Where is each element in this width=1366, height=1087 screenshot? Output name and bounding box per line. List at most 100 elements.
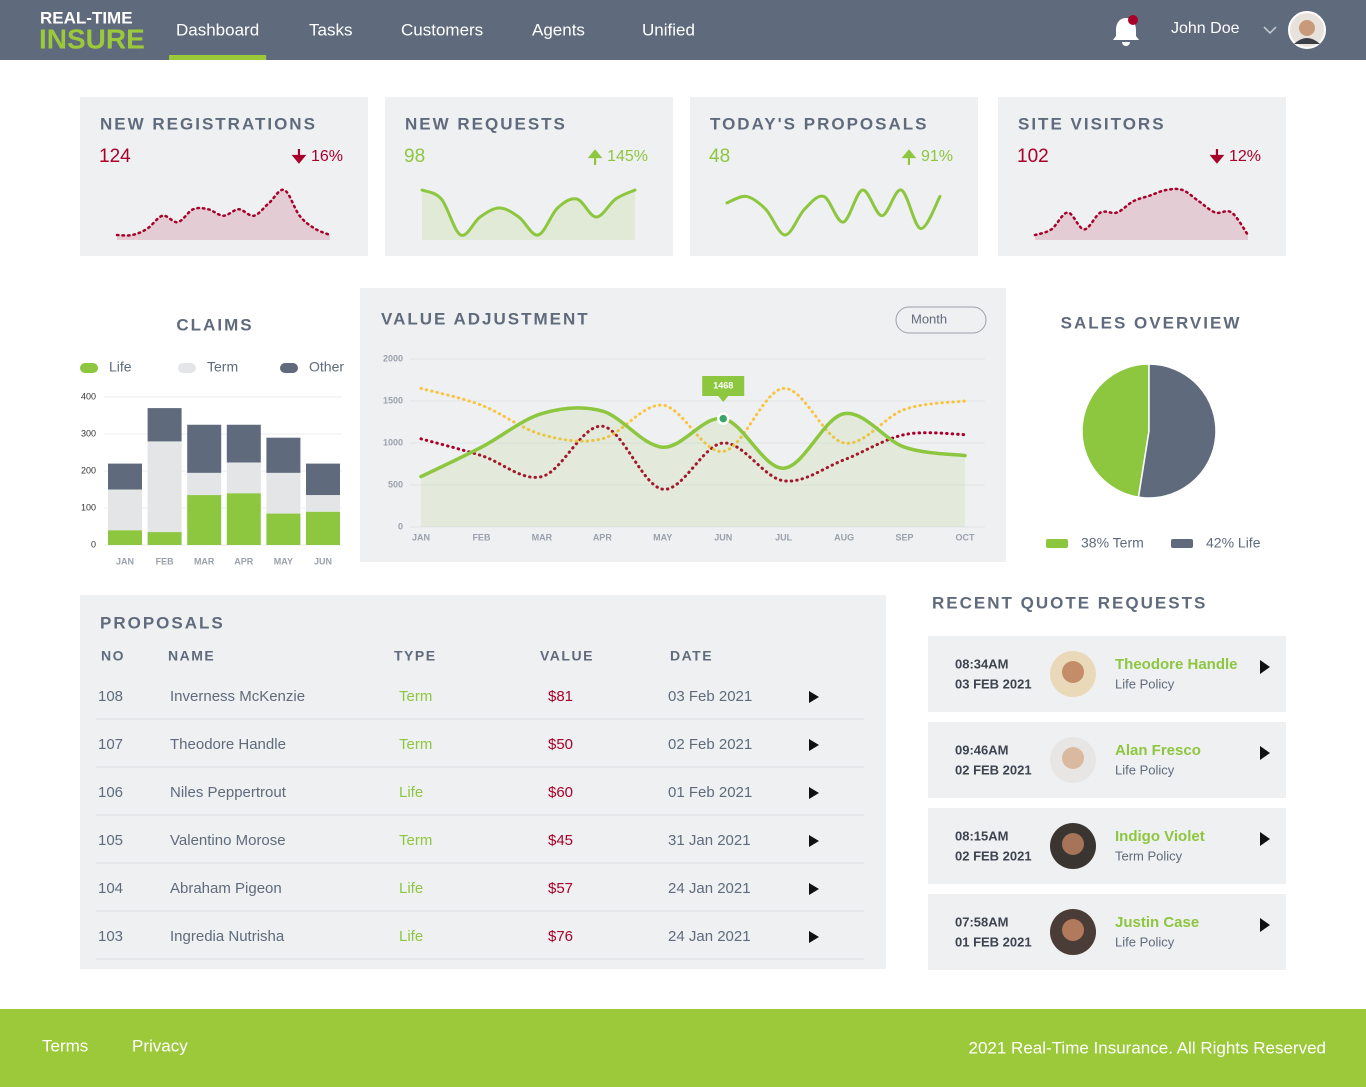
- brand-bottom: INSURE: [39, 23, 145, 54]
- period-select-label[interactable]: Month: [911, 311, 947, 326]
- row-open-arrow[interactable]: [809, 931, 819, 943]
- row-open-arrow[interactable]: [809, 835, 819, 847]
- table-cell: 106: [98, 784, 123, 801]
- table-cell: Life: [399, 928, 423, 945]
- annotation-box: [702, 376, 745, 396]
- stat-title: NEW REGISTRATIONS: [100, 114, 317, 133]
- nav-link[interactable]: Unified: [642, 20, 695, 39]
- legend-swatch: [178, 363, 196, 373]
- quote-card[interactable]: [928, 808, 1286, 884]
- bar-segment: [108, 489, 142, 531]
- column-header: VALUE: [540, 648, 594, 664]
- table-cell: $57: [548, 880, 573, 897]
- period-select[interactable]: [895, 306, 987, 334]
- legend-label: Other: [309, 359, 344, 375]
- sparkline: [1033, 187, 1250, 237]
- y-tick-label: 200: [81, 465, 96, 475]
- table-cell: Valentino Morose: [170, 832, 286, 849]
- bell-icon[interactable]: [1113, 18, 1139, 46]
- table-cell: 31 Jan 2021: [668, 832, 751, 849]
- table-cell: Life: [399, 880, 423, 897]
- y-tick-label: 500: [388, 479, 403, 489]
- footer-link[interactable]: Terms: [42, 1036, 88, 1055]
- stat-value: 98: [404, 146, 425, 167]
- quote-date: 02 FEB 2021: [955, 762, 1032, 777]
- x-tick-label: JAN: [116, 556, 134, 566]
- stat-change: 145%: [607, 148, 648, 165]
- bar-segment: [266, 437, 301, 473]
- row-open-arrow[interactable]: [809, 691, 819, 703]
- quote-date: 03 FEB 2021: [955, 676, 1032, 691]
- annotation-pointer: [718, 396, 729, 402]
- chart-title: VALUE ADJUSTMENT: [381, 309, 590, 328]
- table-cell: 104: [98, 880, 123, 897]
- x-tick-label: JUL: [775, 532, 793, 542]
- stat-change: 16%: [311, 148, 343, 165]
- footer-link[interactable]: Privacy: [132, 1036, 188, 1055]
- bar-segment: [226, 424, 261, 463]
- x-tick-label: MAY: [274, 556, 293, 566]
- bar-segment: [108, 463, 142, 490]
- x-tick-label: APR: [234, 556, 254, 566]
- legend-swatch: [1171, 539, 1193, 548]
- table-cell: $76: [548, 928, 573, 945]
- sparkline: [420, 188, 637, 237]
- line-area: [421, 407, 965, 527]
- bar-segment: [147, 441, 182, 533]
- column-header: TYPE: [394, 648, 437, 664]
- nav-active-underline: [169, 55, 267, 60]
- quote-time: 09:46AM: [955, 742, 1008, 757]
- quote-avatar-face: [1062, 919, 1084, 941]
- y-tick-label: 300: [81, 428, 96, 438]
- table-cell: Term: [399, 736, 432, 753]
- x-tick-label: AUG: [834, 532, 854, 542]
- quote-open-arrow[interactable]: [1260, 746, 1270, 760]
- legend-label: Term: [207, 359, 238, 375]
- table-cell: Term: [399, 688, 432, 705]
- row-open-arrow[interactable]: [809, 883, 819, 895]
- table-cell: $45: [548, 832, 573, 849]
- quote-card[interactable]: [928, 722, 1286, 798]
- chart-title: SALES OVERVIEW: [1061, 313, 1242, 332]
- column-header: DATE: [670, 648, 713, 664]
- quote-card[interactable]: [928, 636, 1286, 712]
- row-open-arrow[interactable]: [809, 787, 819, 799]
- pie-slice: [1137, 363, 1217, 499]
- quote-time: 08:34AM: [955, 656, 1008, 671]
- copyright: 2021 Real-Time Insurance. All Rights Res…: [969, 1038, 1326, 1057]
- y-tick-label: 0: [398, 521, 403, 531]
- table-cell: Abraham Pigeon: [170, 880, 282, 897]
- row-open-arrow[interactable]: [809, 739, 819, 751]
- sparkline: [725, 188, 942, 237]
- table-cell: Life: [399, 784, 423, 801]
- table-cell: Inverness McKenzie: [170, 688, 305, 705]
- quote-open-arrow[interactable]: [1260, 660, 1270, 674]
- stat-card: [80, 97, 368, 256]
- quote-open-arrow[interactable]: [1260, 832, 1270, 846]
- x-tick-label: MAR: [194, 556, 215, 566]
- legend-label: 42% Life: [1206, 535, 1261, 551]
- nav-link[interactable]: Customers: [401, 20, 483, 39]
- stat-change: 12%: [1229, 148, 1261, 165]
- stat-card: [690, 97, 978, 256]
- quote-card[interactable]: [928, 894, 1286, 970]
- x-tick-label: OCT: [956, 532, 976, 542]
- bar-segment: [266, 513, 301, 545]
- nav-link[interactable]: Tasks: [309, 20, 352, 39]
- column-header: NO: [101, 648, 125, 664]
- stat-title: NEW REQUESTS: [405, 114, 567, 133]
- nav-link[interactable]: Dashboard: [176, 20, 259, 39]
- legend-swatch: [80, 363, 98, 373]
- user-avatar-face: [1299, 20, 1315, 36]
- legend-swatch: [1046, 539, 1068, 548]
- x-tick-label: JUN: [314, 556, 332, 566]
- user-chevron[interactable]: [1263, 26, 1277, 35]
- nav-link[interactable]: Agents: [532, 20, 585, 39]
- user-name[interactable]: John Doe: [1171, 20, 1240, 37]
- quote-open-arrow[interactable]: [1260, 918, 1270, 932]
- quote-policy: Life Policy: [1115, 676, 1175, 691]
- stat-title: SITE VISITORS: [1018, 114, 1166, 133]
- table-title: PROPOSALS: [100, 613, 225, 632]
- bar-segment: [306, 495, 340, 512]
- stat-title: TODAY'S PROPOSALS: [710, 114, 928, 133]
